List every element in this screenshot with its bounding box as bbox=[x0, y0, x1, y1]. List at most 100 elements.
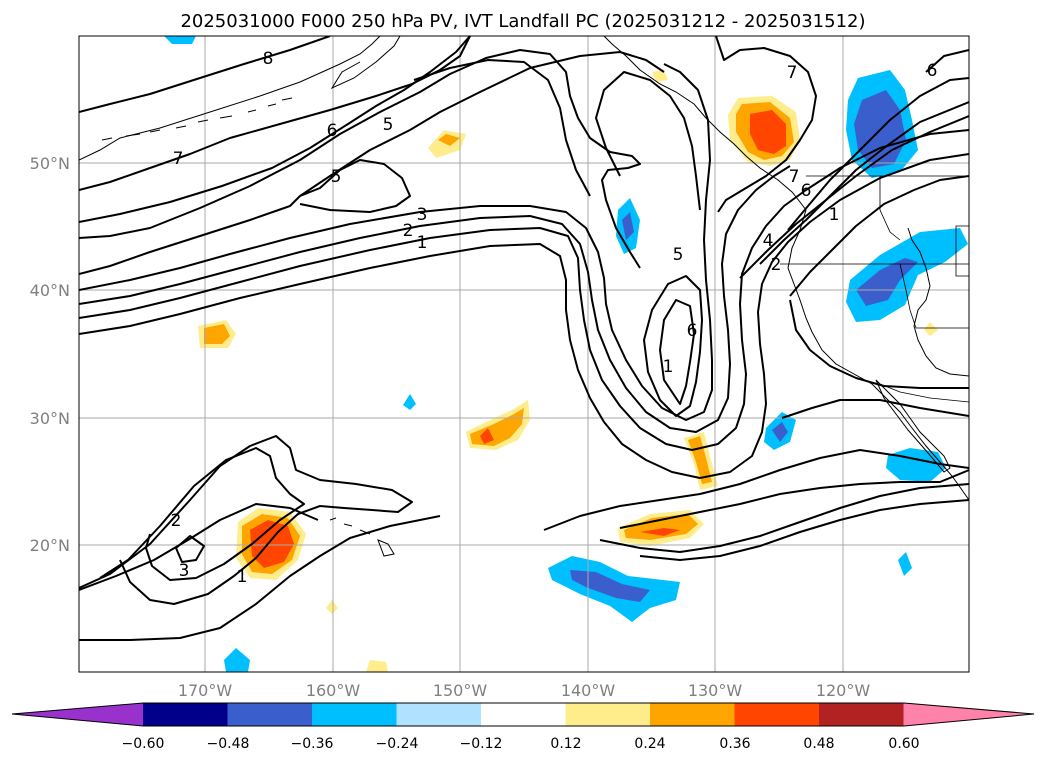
negative-anomaly-central-small-core bbox=[622, 212, 634, 240]
lon-label: 160°W bbox=[306, 681, 361, 700]
contour-label: 2 bbox=[403, 221, 414, 241]
colorbar-segment bbox=[565, 703, 651, 726]
contour-hawaii-loop bbox=[79, 435, 413, 605]
contour-label: 2 bbox=[771, 255, 782, 275]
gulf-alaska-coastline bbox=[603, 36, 807, 211]
contour-west-band-top bbox=[79, 36, 471, 223]
contour-label: 1 bbox=[237, 567, 248, 587]
contour-east-south bbox=[781, 399, 969, 419]
positive-anomaly-subtropical-mid bbox=[624, 514, 698, 540]
lon-label: 150°W bbox=[433, 681, 488, 700]
negative-anomaly-southeast-band-core bbox=[570, 570, 650, 602]
contour-east-2 bbox=[739, 115, 969, 279]
state-borders bbox=[780, 176, 969, 329]
lat-label: 30°N bbox=[30, 409, 70, 428]
contour-label: 5 bbox=[331, 167, 342, 187]
contour-east-3 bbox=[789, 175, 969, 297]
colorbar-segment bbox=[227, 703, 313, 726]
negative-anomaly-bottom bbox=[224, 648, 250, 672]
lat-label: 50°N bbox=[30, 154, 70, 173]
lon-label: 170°W bbox=[178, 681, 233, 700]
contour-subtropical-b bbox=[79, 469, 969, 641]
contour-hawaii-inner-b bbox=[175, 535, 205, 563]
colorbar-segment bbox=[396, 703, 482, 726]
pv-contours bbox=[79, 36, 969, 641]
contour-hawaii-inner-a bbox=[99, 447, 305, 581]
contour-trough-inner bbox=[659, 299, 695, 405]
contour-subtropical-a bbox=[543, 449, 969, 531]
lon-label: 130°W bbox=[688, 681, 743, 700]
map-frame bbox=[78, 35, 970, 673]
map-title: 2025031000 F000 250 hPa PV, IVT Landfall… bbox=[180, 11, 865, 32]
colorbar-tick-label: −0.12 bbox=[460, 736, 503, 752]
colorbar-tick-label: −0.48 bbox=[207, 736, 250, 752]
contour-ridge-north bbox=[715, 36, 817, 213]
contour-label: 3 bbox=[417, 205, 428, 225]
negative-anomaly-west-tiny bbox=[403, 394, 416, 410]
contour-central-gyre bbox=[413, 59, 591, 197]
positive-anomaly-gulf-alaska-core bbox=[750, 110, 786, 154]
positive-anomaly-west-small-mid bbox=[204, 324, 230, 344]
contour-label: 6 bbox=[327, 121, 338, 141]
contour-label: 7 bbox=[789, 167, 800, 187]
contour-label: 5 bbox=[383, 115, 394, 135]
contour-0 bbox=[79, 153, 969, 479]
positive-anomaly-subtropical-core bbox=[640, 528, 680, 536]
negative-anomaly-mid-small-core bbox=[772, 422, 788, 442]
latitude-labels: 50°N 40°N 30°N 20°N bbox=[30, 154, 70, 555]
hawaii-islands bbox=[329, 517, 395, 557]
colorbar-segment bbox=[819, 703, 904, 726]
colorbar-outline bbox=[11, 702, 1035, 727]
lat-label: 20°N bbox=[30, 536, 70, 555]
coastlines bbox=[79, 36, 969, 557]
contour-label: 6 bbox=[927, 61, 938, 81]
contour-label: 4 bbox=[763, 231, 774, 251]
map-panel: 8 7 6 5 5 3 2 1 5 6 7 6 4 2 1 7 1 2 3 1 bbox=[78, 35, 970, 673]
contour-labels: 8 7 6 5 5 3 2 1 5 6 7 6 4 2 1 7 1 2 3 1 bbox=[171, 49, 938, 587]
colorbar-segment bbox=[143, 703, 228, 726]
contour-label: 6 bbox=[801, 181, 812, 201]
colorbar-tick-label: 0.48 bbox=[803, 736, 834, 752]
contour-label: 6 bbox=[687, 321, 698, 341]
positive-anomaly-tiny-2 bbox=[366, 660, 388, 672]
gridlines bbox=[79, 36, 969, 672]
contour-trough-mid bbox=[643, 275, 703, 417]
positive-anomaly-tiny-1 bbox=[326, 600, 338, 614]
east-us-mexico bbox=[907, 227, 969, 377]
lat-label: 40°N bbox=[30, 281, 70, 300]
contour-east-1 bbox=[759, 101, 969, 265]
contour-1 bbox=[79, 129, 969, 451]
colorbar-tick-label: 0.12 bbox=[550, 736, 581, 752]
contour-label: 1 bbox=[663, 357, 674, 377]
baja-peninsula bbox=[875, 379, 951, 473]
colorbar-tick-label: −0.24 bbox=[376, 736, 419, 752]
colorbar-tick-label: 0.60 bbox=[888, 736, 919, 752]
map-background bbox=[79, 36, 969, 672]
colorbar-segment bbox=[650, 703, 735, 726]
colorbar-tick-label: 0.24 bbox=[634, 736, 665, 752]
positive-anomaly-north-small-mid bbox=[438, 134, 460, 146]
colorbar-extend-high bbox=[903, 703, 1034, 726]
contour-8 bbox=[79, 36, 331, 113]
us-mexico-border bbox=[879, 383, 969, 403]
contour-5-west bbox=[79, 51, 665, 275]
longitude-labels: 170°W 160°W 150°W 140°W 130°W 120°W bbox=[178, 681, 871, 700]
contour-east-low bbox=[789, 299, 969, 389]
colorbar-ticks: −0.60 −0.48 −0.36 −0.24 −0.12 0.12 0.24 … bbox=[122, 736, 920, 752]
contour-label: 1 bbox=[829, 205, 840, 225]
colorbar-tick-label: −0.60 bbox=[122, 736, 165, 752]
colorbar-segment bbox=[312, 703, 397, 726]
colorbar-segment bbox=[734, 703, 820, 726]
contour-label: 2 bbox=[171, 511, 182, 531]
contour-label: 3 bbox=[179, 561, 190, 581]
positive-anomaly-midpacific-core bbox=[480, 428, 494, 444]
contour-6-west bbox=[79, 49, 641, 269]
negative-anomaly-top bbox=[164, 36, 196, 44]
bc-coastline bbox=[787, 209, 969, 501]
colorbar-segment bbox=[481, 703, 566, 726]
contour-hawaii-outer bbox=[79, 503, 319, 591]
contour-3 bbox=[79, 63, 713, 421]
colorbar-segments bbox=[12, 703, 1034, 726]
lon-label: 140°W bbox=[561, 681, 616, 700]
